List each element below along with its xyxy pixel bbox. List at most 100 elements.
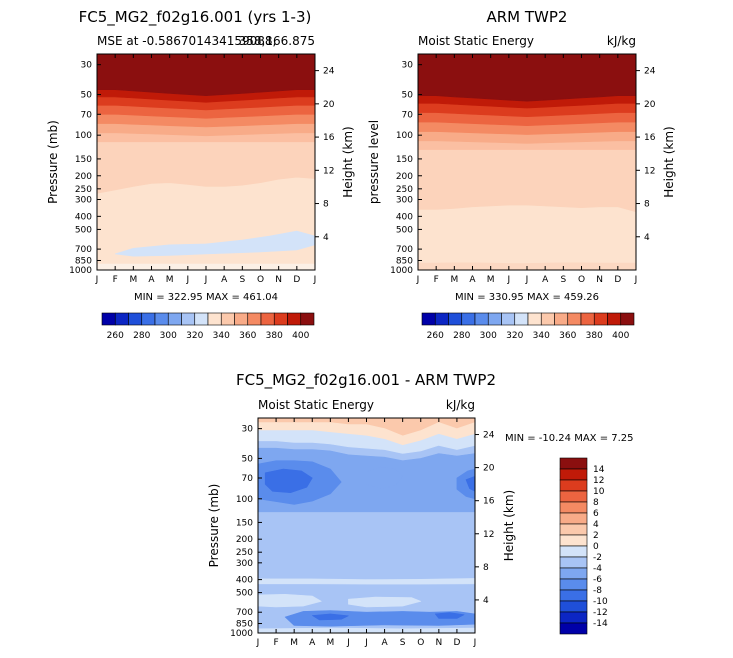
- chart-subtitle-left: MSE at -0.586701434159088,: [97, 34, 276, 48]
- colorbar-box: [220, 312, 235, 326]
- colorbar-box: [181, 312, 196, 326]
- y-axis-label: pressure level: [367, 120, 381, 204]
- y2-tick-label: 12: [483, 530, 494, 540]
- x-tick-label: J: [204, 275, 208, 285]
- y-tick-label: 1000: [390, 266, 413, 276]
- y2-tick-label: 12: [323, 166, 334, 176]
- x-tick-label: M: [450, 275, 458, 285]
- colorbar-box: [448, 312, 463, 326]
- y2-tick-label: 4: [644, 233, 650, 243]
- chart-title: FC5_MG2_f02g16.001 - ARM TWP2: [236, 371, 496, 390]
- colorbar-box: [559, 567, 588, 580]
- contour-fills: [258, 418, 475, 633]
- colorbar-box: [128, 312, 143, 326]
- colorbar-label: 340: [213, 331, 230, 341]
- colorbar-label: 12: [593, 476, 604, 486]
- colorbar-box: [559, 512, 588, 525]
- colorbar-label: 300: [480, 331, 497, 341]
- colorbar-label: -8: [593, 586, 602, 596]
- y-tick-label: 300: [396, 196, 413, 206]
- x-tick-label: O: [578, 275, 585, 285]
- y-tick-label: 250: [396, 185, 413, 195]
- y2-axis-label: Height (km): [662, 126, 676, 197]
- colorbar-box: [167, 312, 182, 326]
- contour-region-deep-blob-right-core: [465, 475, 475, 492]
- colorbar-label: 10: [593, 487, 605, 497]
- x-tick-label: A: [221, 275, 228, 285]
- colorbar-box: [234, 312, 249, 326]
- colorbar-box: [273, 312, 288, 326]
- colorbar-box: [287, 312, 302, 326]
- contour-band-top-band: [97, 54, 315, 97]
- colorbar-box: [101, 312, 116, 326]
- contour-region-deep-core: [264, 468, 313, 494]
- chart-subtitle-left: Moist Static Energy: [258, 398, 374, 412]
- y-tick-label: 30: [242, 425, 254, 435]
- x-tick-label: J: [364, 638, 368, 648]
- colorbar-box: [461, 312, 476, 326]
- x-tick-label: A: [148, 275, 155, 285]
- colorbar-box: [421, 312, 436, 326]
- y-tick-label: 50: [81, 91, 93, 101]
- colorbar-box: [559, 600, 588, 613]
- x-tick-label: N: [596, 275, 603, 285]
- x-tick-label: F: [273, 638, 278, 648]
- colorbar-box: [559, 490, 588, 503]
- colorbar-label: -10: [593, 597, 608, 607]
- colorbar-label: 360: [239, 331, 256, 341]
- y2-tick-label: 4: [323, 233, 329, 243]
- colorbar-label: 4: [593, 520, 599, 530]
- colorbar-box: [114, 312, 129, 326]
- y-tick-label: 70: [242, 474, 254, 484]
- colorbar-box: [300, 312, 315, 326]
- panel-model: J F M A M J J A S O N D J305070100150200250300400500…: [46, 8, 355, 341]
- colorbar-label: -4: [593, 564, 602, 574]
- contour-region-deep-low-core-2: [434, 612, 465, 619]
- contour-region-deep-low-core: [311, 613, 349, 621]
- colorbar-box: [593, 312, 608, 326]
- y-tick-label: 500: [75, 225, 92, 235]
- y-axis-label: Pressure (mb): [46, 120, 60, 204]
- y-tick-label: 400: [236, 576, 253, 586]
- y-tick-label: 150: [236, 518, 253, 528]
- x-tick-label: D: [614, 275, 621, 285]
- colorbar-box: [207, 312, 222, 326]
- x-tick-label: J: [634, 275, 638, 285]
- x-tick-label: J: [313, 275, 317, 285]
- colorbar-box: [194, 312, 209, 326]
- contour-fills: [97, 54, 315, 270]
- x-tick-label: O: [417, 638, 424, 648]
- y-tick-label: 400: [75, 212, 92, 222]
- y2-tick-label: 24: [323, 67, 335, 77]
- colorbar-label: 360: [559, 331, 576, 341]
- x-tick-label: M: [129, 275, 137, 285]
- colorbar-box: [260, 312, 275, 326]
- colorbar-label: 320: [506, 331, 523, 341]
- x-tick-label: M: [487, 275, 495, 285]
- y-tick-label: 850: [396, 256, 413, 266]
- y2-tick-label: 8: [644, 200, 650, 210]
- colorbar-box: [567, 312, 582, 326]
- x-tick-label: J: [473, 638, 477, 648]
- y-tick-label: 700: [75, 245, 92, 255]
- colorbar-label: 400: [292, 331, 309, 341]
- x-tick-label: D: [453, 638, 460, 648]
- contour-region-mid-blob: [366, 466, 404, 489]
- y-tick-label: 70: [81, 110, 93, 120]
- y-tick-label: 150: [396, 155, 413, 165]
- contour-band-top-band: [418, 54, 636, 102]
- y-tick-label: 200: [236, 535, 253, 545]
- x-tick-label: A: [469, 275, 476, 285]
- contour-band-pale-345: [418, 149, 636, 213]
- y-tick-label: 1000: [230, 629, 253, 639]
- y2-axis-label: Height (km): [341, 126, 355, 197]
- y2-tick-label: 16: [323, 133, 335, 143]
- x-tick-label: J: [256, 638, 260, 648]
- colorbar-label: 0: [593, 542, 599, 552]
- colorbar-box: [434, 312, 449, 326]
- colorbar-label: 260: [427, 331, 444, 341]
- y-tick-label: 700: [236, 608, 253, 618]
- colorbar-box: [580, 312, 595, 326]
- min-max-label: MIN = 322.95 MAX = 461.04: [134, 292, 278, 303]
- min-max-label: MIN = -10.24 MAX = 7.25: [505, 433, 634, 444]
